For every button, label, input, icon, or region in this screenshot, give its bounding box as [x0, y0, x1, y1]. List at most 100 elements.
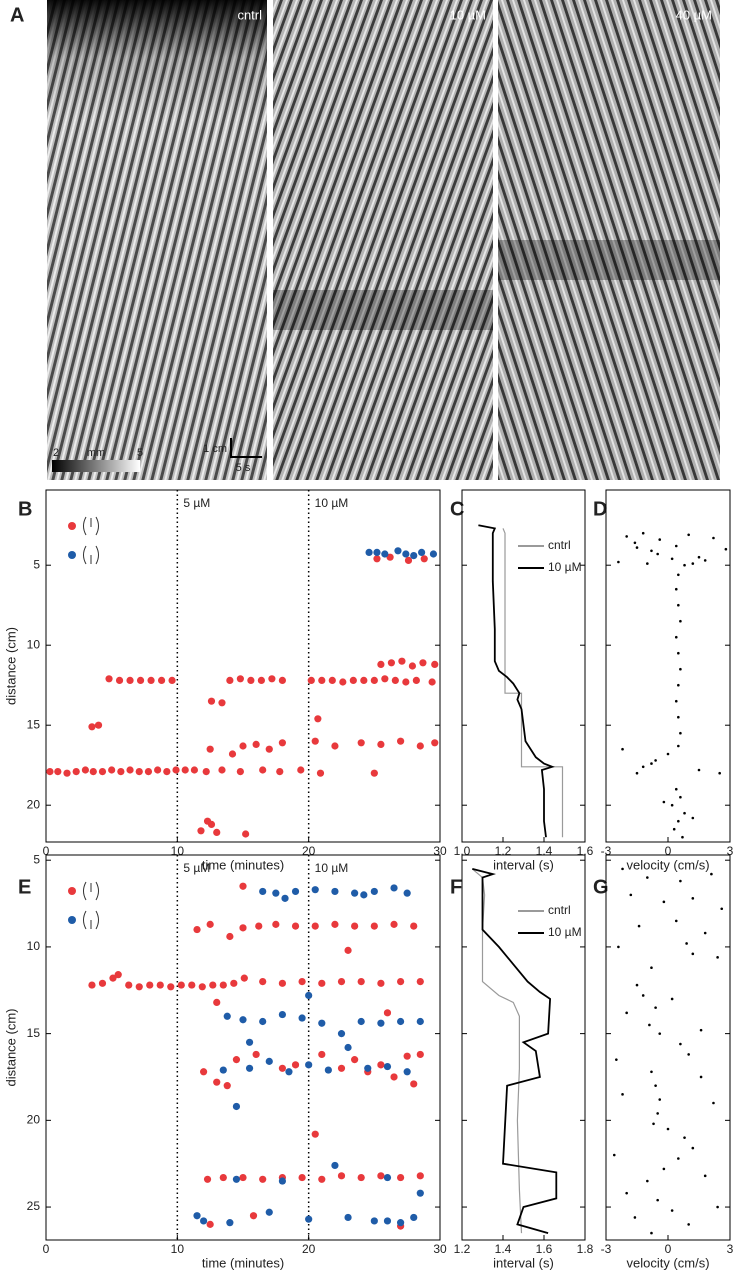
data-point [307, 676, 315, 685]
data-point [383, 1173, 392, 1182]
data-point [255, 922, 263, 930]
data-point [670, 557, 674, 561]
data-point [259, 977, 267, 986]
data-point [681, 835, 684, 839]
data-point [416, 1050, 424, 1059]
data-point [88, 723, 96, 731]
x-axis-title: interval (s) [493, 857, 554, 872]
data-point [416, 1017, 424, 1026]
data-point [298, 977, 306, 986]
data-point [677, 715, 680, 719]
data-point [291, 922, 300, 930]
data-point [324, 1066, 332, 1074]
data-point [268, 675, 276, 683]
data-line [472, 868, 558, 1234]
data-point [218, 766, 226, 774]
data-point [265, 1208, 273, 1216]
data-point [291, 1061, 300, 1069]
y-tick-label: 10 [27, 637, 41, 651]
data-point [135, 768, 143, 776]
data-point [691, 816, 695, 820]
data-point [612, 1153, 616, 1157]
data-point [230, 979, 238, 987]
data-point [621, 747, 624, 751]
data-point [46, 768, 54, 776]
data-point [403, 889, 411, 897]
y-tick-label: 20 [27, 1113, 41, 1127]
data-point [337, 977, 346, 986]
data-point [666, 752, 670, 756]
data-point [339, 678, 347, 686]
data-point [223, 1082, 231, 1090]
data-point [206, 920, 214, 928]
data-point [193, 1212, 201, 1220]
x-tick-label: 20 [302, 1242, 316, 1256]
kymograph-image [273, 0, 493, 480]
data-point [188, 981, 196, 989]
data-point [63, 769, 71, 777]
data-point [360, 676, 368, 685]
scale-bar [230, 438, 262, 458]
x-tick-label: 1.4 [536, 844, 553, 858]
plot-frame [461, 489, 586, 843]
data-point [410, 1213, 418, 1222]
data-point [390, 1073, 398, 1081]
data-point [656, 552, 659, 556]
data-point [203, 1175, 212, 1183]
plot-frame [461, 854, 586, 1241]
data-point [387, 659, 396, 667]
data-point [168, 676, 176, 685]
data-point [687, 533, 690, 537]
data-point [349, 676, 357, 685]
data-point [249, 1212, 258, 1220]
data-point [337, 1172, 346, 1180]
data-point [418, 548, 426, 557]
data-point [314, 715, 322, 723]
x-tick-label: 3 [727, 844, 734, 858]
data-point [383, 1009, 392, 1017]
data-point [724, 547, 728, 551]
data-point [635, 983, 639, 987]
data-point [209, 981, 217, 989]
data-point [232, 1175, 241, 1183]
data-point [397, 1219, 405, 1227]
data-point [377, 740, 385, 749]
data-point [236, 768, 244, 776]
data-point [691, 562, 695, 565]
data-point [351, 922, 359, 930]
data-point [257, 676, 265, 685]
y-tick-label: 25 [27, 1199, 41, 1213]
data-point [226, 1219, 234, 1227]
data-point [219, 1173, 227, 1182]
data-point [633, 541, 637, 545]
y-tick-label: 5 [33, 852, 40, 866]
y-tick-label: 15 [27, 717, 41, 731]
x-tick-label: 0 [665, 1242, 672, 1256]
data-point [318, 979, 326, 987]
data-point [670, 1209, 674, 1212]
data-point [117, 768, 125, 776]
data-point [190, 766, 199, 774]
data-point [72, 768, 80, 776]
data-point [641, 765, 645, 769]
data-point [677, 683, 680, 687]
data-point [683, 811, 686, 815]
x-tick-label: 0 [43, 1242, 50, 1256]
data-point [391, 676, 399, 685]
data-point [674, 544, 678, 548]
y-tick-label: 20 [27, 797, 41, 811]
data-point [239, 1016, 247, 1024]
data-point [386, 553, 394, 561]
legend-label: cntrl [548, 903, 571, 917]
data-point [703, 559, 707, 562]
data-point [252, 740, 260, 749]
data-point [247, 676, 255, 685]
data-point [181, 766, 189, 774]
data-point [650, 1070, 653, 1074]
data-point [298, 1173, 306, 1182]
data-point [197, 827, 205, 835]
data-point [635, 771, 639, 775]
data-point [712, 536, 715, 540]
data-point [691, 897, 695, 900]
